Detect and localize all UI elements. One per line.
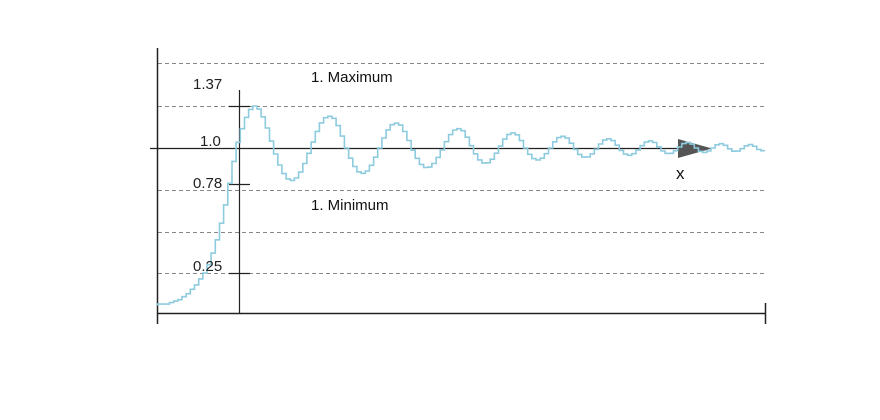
maximum-annotation: 1. Maximum xyxy=(311,69,393,86)
x-axis-label: x xyxy=(676,164,685,183)
labels: 1.37 1.0 0.78 0.25 1. Maximum 1. Minimum… xyxy=(193,69,685,275)
tick-label-1-37: 1.37 xyxy=(193,76,222,93)
axes xyxy=(150,48,767,324)
grid-lines xyxy=(158,63,765,274)
tick-label-0-25: 0.25 xyxy=(193,258,222,275)
series-layer xyxy=(156,105,765,306)
minimum-annotation: 1. Minimum xyxy=(311,197,389,214)
tick-label-0-78: 0.78 xyxy=(193,175,222,192)
tick-label-1-0: 1.0 xyxy=(200,133,221,150)
response-series xyxy=(156,105,765,306)
